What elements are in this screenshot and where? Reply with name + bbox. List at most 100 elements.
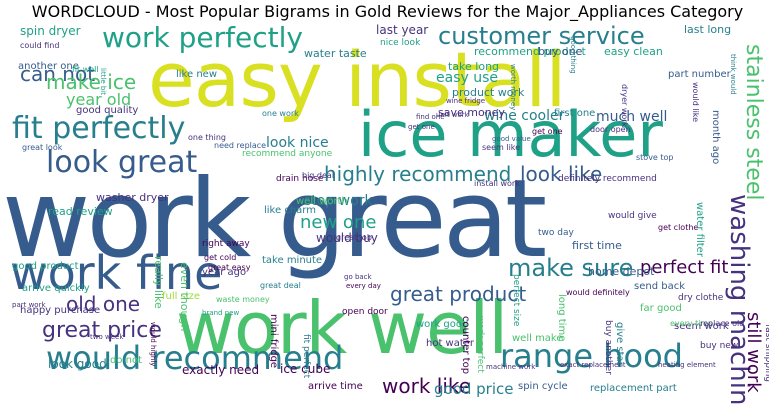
word: little bit	[99, 68, 107, 95]
word: work perfect	[475, 316, 485, 373]
word: seem like	[482, 143, 521, 152]
word: well worth	[296, 196, 348, 207]
word: go back	[344, 273, 372, 281]
chart-title: WORDCLOUD - Most Popular Bigrams in Gold…	[31, 2, 744, 21]
word: work perfectly	[102, 24, 303, 54]
word: part number	[668, 69, 731, 80]
word: first one	[554, 108, 596, 119]
word: part work	[12, 301, 46, 309]
word: month ago	[710, 110, 721, 165]
word: recommend product	[474, 45, 586, 58]
word: water filter	[694, 202, 705, 257]
word: look nice	[266, 135, 329, 151]
word: customer service	[438, 24, 645, 50]
word: machine work	[486, 363, 536, 371]
word: get cold	[204, 253, 237, 262]
word: really like	[152, 256, 165, 309]
word: install work	[474, 179, 520, 188]
word: easy use	[436, 70, 499, 86]
word: new one	[300, 212, 377, 233]
word: would highly	[149, 322, 157, 367]
word: give star	[614, 322, 625, 366]
word: stove top	[636, 153, 674, 162]
word: would recommend	[46, 339, 344, 377]
word: water taste	[304, 47, 367, 60]
word: good price	[434, 380, 514, 398]
word: replace old	[700, 319, 745, 328]
word: exactly need	[182, 363, 260, 377]
word: big deal	[302, 171, 335, 180]
word: work fine	[10, 246, 223, 300]
word: well make	[512, 333, 563, 344]
word: save money	[438, 106, 505, 119]
word: perfect fit	[640, 257, 729, 278]
word: definitely recommend	[558, 174, 657, 184]
word: great deal	[260, 281, 301, 290]
word: home depot	[588, 265, 655, 278]
word: fast shipping	[763, 324, 769, 382]
word: still work	[743, 312, 764, 393]
word: great product	[390, 282, 527, 306]
word: seem work	[674, 321, 729, 332]
word: buy one	[538, 45, 583, 58]
word: last long	[684, 24, 732, 36]
word: stop work	[304, 193, 373, 209]
word: two day	[538, 228, 574, 238]
word: arrive time	[308, 381, 363, 392]
word: heating element	[658, 361, 716, 369]
word: mini fridge	[268, 314, 279, 369]
word: worth money	[509, 64, 517, 111]
word: would give	[608, 211, 657, 221]
word: can not	[20, 62, 96, 86]
word: fit perfectly	[12, 111, 186, 146]
word: another one	[18, 61, 79, 72]
word: drain hose	[276, 174, 324, 184]
word: long time	[556, 294, 567, 342]
word: easy clean	[604, 45, 663, 58]
word: door open	[590, 125, 631, 134]
word: one work	[262, 109, 299, 118]
word: work well	[176, 286, 508, 370]
word: do not	[110, 355, 143, 366]
word: first time	[572, 239, 622, 252]
word: old one	[66, 292, 141, 316]
word: year old	[66, 90, 132, 109]
word: read review	[48, 205, 113, 218]
word: work great	[6, 157, 547, 282]
word: send back	[634, 281, 685, 292]
word: stainless steel	[741, 44, 766, 201]
word: great look	[22, 143, 63, 152]
word: could find	[20, 41, 60, 50]
word: fit well	[72, 65, 99, 74]
word: dryer work	[620, 84, 629, 128]
word: like new	[176, 69, 217, 80]
word-cloud: work great easy install work well ice ma…	[6, 24, 769, 406]
word: make sure	[508, 254, 634, 282]
word: happy purchase	[20, 305, 101, 316]
word: far good	[640, 303, 682, 314]
word: get one	[532, 127, 563, 136]
word: nice look	[380, 38, 421, 48]
word: wine fridge	[446, 97, 486, 105]
word: good quality	[76, 105, 139, 116]
word: make ice	[46, 70, 137, 94]
word: get one	[408, 123, 435, 131]
word: even though	[178, 262, 191, 332]
word: full size	[162, 291, 200, 302]
word: perfect size	[511, 274, 521, 327]
word: replacement part	[590, 383, 677, 394]
word: buy another	[603, 320, 613, 375]
word: get clothe	[658, 223, 699, 232]
word: great easy	[208, 263, 251, 272]
word: good thing	[569, 36, 577, 74]
word: dry clothe	[678, 293, 724, 303]
word: product work	[452, 86, 525, 99]
word: waste money	[216, 295, 270, 304]
word: two week	[90, 333, 124, 341]
word: find one	[416, 113, 445, 121]
word: great price	[42, 318, 162, 343]
word: counter top	[460, 316, 471, 375]
word: much well	[596, 109, 668, 125]
word: think would	[729, 54, 737, 95]
word: last year	[376, 24, 429, 37]
